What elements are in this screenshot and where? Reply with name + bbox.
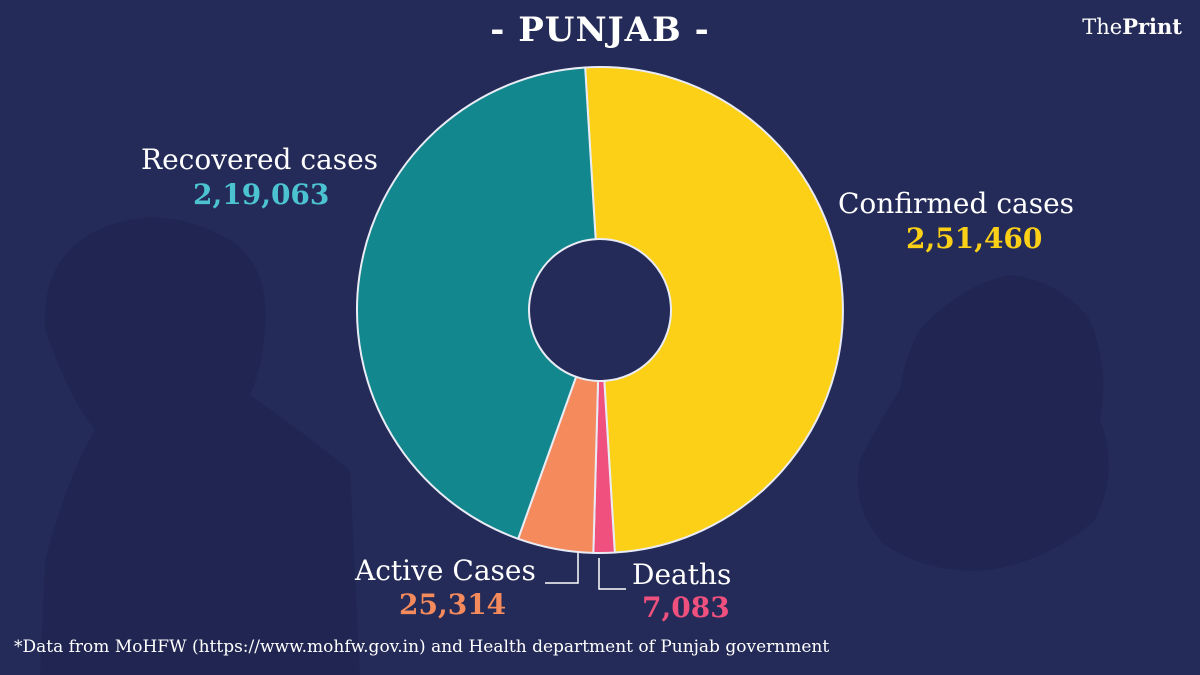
state-map-silhouette (857, 275, 1109, 571)
brand-logo-print: Print (1122, 14, 1182, 39)
brand-logo-the: The (1082, 15, 1123, 39)
value-recovered: 2,19,063 (193, 178, 330, 211)
page-title: - PUNJAB - (490, 10, 710, 50)
label-recovered: Recovered cases (141, 143, 379, 176)
portrait-silhouette (40, 217, 360, 675)
slice-confirmed (584, 66, 844, 554)
brand-logo: ThePrint (1082, 14, 1182, 39)
leader-line-active (545, 553, 579, 584)
value-active: 25,314 (399, 588, 507, 621)
value-confirmed: 2,51,460 (906, 222, 1043, 255)
label-active: Active Cases (355, 554, 536, 587)
value-deaths: 7,083 (642, 591, 730, 624)
leader-line-deaths (598, 558, 626, 590)
slice-recovered (356, 66, 597, 541)
footnote: *Data from MoHFW (https://www.mohfw.gov.… (14, 637, 830, 657)
label-deaths: Deaths (632, 558, 732, 591)
label-confirmed: Confirmed cases (838, 187, 1075, 220)
